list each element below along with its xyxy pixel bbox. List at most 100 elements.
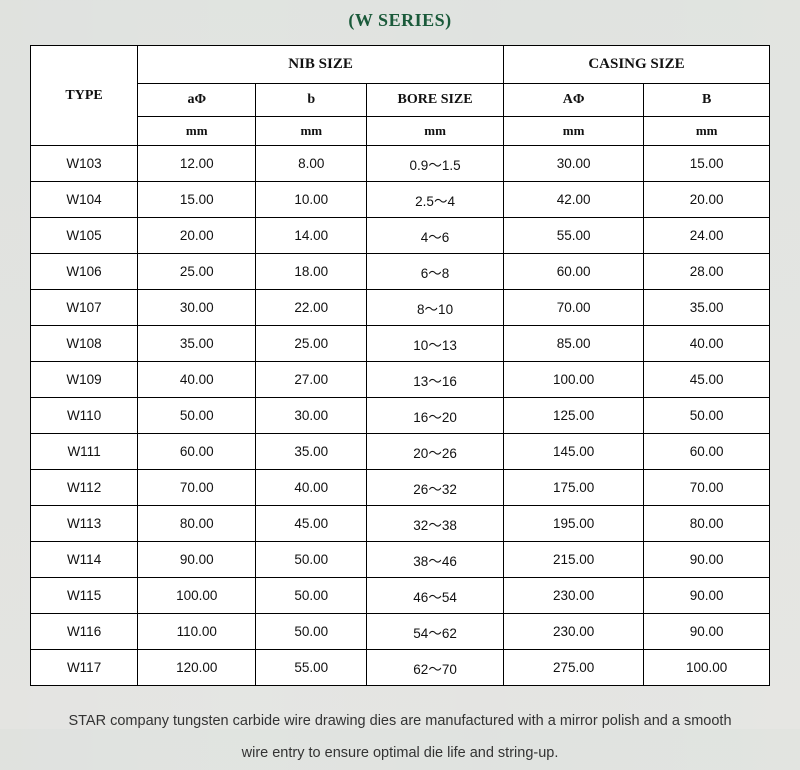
cell-A: 215.00 (503, 542, 643, 578)
cell-type: W108 (31, 326, 138, 362)
header-B: B (644, 84, 770, 117)
table-row: W11160.0035.0020～26145.0060.00 (31, 434, 770, 470)
cell-b: 40.00 (256, 470, 367, 506)
cell-a: 50.00 (138, 398, 256, 434)
cell-type: W107 (31, 290, 138, 326)
cell-a: 12.00 (138, 146, 256, 182)
cell-b: 14.00 (256, 218, 367, 254)
cell-type: W117 (31, 650, 138, 686)
table-body: W10312.008.000.9～1.530.0015.00W10415.001… (31, 146, 770, 686)
table-row: W10730.0022.008～1070.0035.00 (31, 290, 770, 326)
table-row: W10940.0027.0013～16100.0045.00 (31, 362, 770, 398)
cell-b: 45.00 (256, 506, 367, 542)
cell-B: 40.00 (644, 326, 770, 362)
cell-b: 18.00 (256, 254, 367, 290)
cell-A: 275.00 (503, 650, 643, 686)
cell-B: 20.00 (644, 182, 770, 218)
cell-A: 230.00 (503, 578, 643, 614)
cell-a: 110.00 (138, 614, 256, 650)
header-unit-b: mm (256, 117, 367, 146)
cell-A: 175.00 (503, 470, 643, 506)
cell-B: 15.00 (644, 146, 770, 182)
table-row: W11050.0030.0016～20125.0050.00 (31, 398, 770, 434)
cell-a: 70.00 (138, 470, 256, 506)
cell-A: 60.00 (503, 254, 643, 290)
cell-B: 90.00 (644, 542, 770, 578)
cell-bore: 16～20 (367, 398, 504, 434)
cell-B: 24.00 (644, 218, 770, 254)
table-row: W115100.0050.0046～54230.0090.00 (31, 578, 770, 614)
cell-b: 55.00 (256, 650, 367, 686)
cell-b: 25.00 (256, 326, 367, 362)
header-unit-B: mm (644, 117, 770, 146)
cell-b: 10.00 (256, 182, 367, 218)
cell-type: W110 (31, 398, 138, 434)
table-row: W11270.0040.0026～32175.0070.00 (31, 470, 770, 506)
cell-a: 80.00 (138, 506, 256, 542)
cell-type: W106 (31, 254, 138, 290)
table-row: W116110.0050.0054～62230.0090.00 (31, 614, 770, 650)
header-casing-group: CASING SIZE (503, 46, 769, 84)
page-container: (W SERIES) TYPE NIB SIZE CASING SIZE aΦ … (0, 0, 800, 770)
cell-bore: 2.5～4 (367, 182, 504, 218)
table-row: W11490.0050.0038～46215.0090.00 (31, 542, 770, 578)
cell-A: 55.00 (503, 218, 643, 254)
cell-A: 42.00 (503, 182, 643, 218)
cell-b: 30.00 (256, 398, 367, 434)
table-row: W10625.0018.006～860.0028.00 (31, 254, 770, 290)
cell-type: W103 (31, 146, 138, 182)
series-title: (W SERIES) (30, 8, 770, 45)
header-nib-group: NIB SIZE (138, 46, 504, 84)
cell-bore: 62～70 (367, 650, 504, 686)
cell-A: 230.00 (503, 614, 643, 650)
cell-A: 125.00 (503, 398, 643, 434)
cell-A: 100.00 (503, 362, 643, 398)
cell-A: 195.00 (503, 506, 643, 542)
footnote-text: STAR company tungsten carbide wire drawi… (30, 686, 770, 770)
cell-bore: 6～8 (367, 254, 504, 290)
cell-B: 80.00 (644, 506, 770, 542)
cell-bore: 4～6 (367, 218, 504, 254)
cell-type: W109 (31, 362, 138, 398)
table-row: W10415.0010.002.5～442.0020.00 (31, 182, 770, 218)
cell-type: W113 (31, 506, 138, 542)
header-bore: BORE SIZE (367, 84, 504, 117)
cell-bore: 10～13 (367, 326, 504, 362)
cell-b: 22.00 (256, 290, 367, 326)
table-row: W117120.0055.0062～70275.00100.00 (31, 650, 770, 686)
cell-b: 50.00 (256, 542, 367, 578)
cell-A: 70.00 (503, 290, 643, 326)
cell-a: 15.00 (138, 182, 256, 218)
cell-B: 70.00 (644, 470, 770, 506)
header-b: b (256, 84, 367, 117)
cell-A: 85.00 (503, 326, 643, 362)
header-type: TYPE (31, 46, 138, 146)
header-unit-a: mm (138, 117, 256, 146)
table-row: W11380.0045.0032～38195.0080.00 (31, 506, 770, 542)
cell-b: 35.00 (256, 434, 367, 470)
table-row: W10835.0025.0010～1385.0040.00 (31, 326, 770, 362)
cell-b: 50.00 (256, 578, 367, 614)
cell-B: 90.00 (644, 614, 770, 650)
spec-table: TYPE NIB SIZE CASING SIZE aΦ b BORE SIZE… (30, 45, 770, 686)
header-unit-bore: mm (367, 117, 504, 146)
cell-A: 30.00 (503, 146, 643, 182)
cell-bore: 20～26 (367, 434, 504, 470)
cell-a: 100.00 (138, 578, 256, 614)
cell-A: 145.00 (503, 434, 643, 470)
cell-B: 100.00 (644, 650, 770, 686)
cell-B: 45.00 (644, 362, 770, 398)
cell-bore: 46～54 (367, 578, 504, 614)
cell-a: 30.00 (138, 290, 256, 326)
cell-b: 8.00 (256, 146, 367, 182)
cell-type: W112 (31, 470, 138, 506)
header-A-phi: AΦ (503, 84, 643, 117)
cell-type: W111 (31, 434, 138, 470)
cell-bore: 0.9～1.5 (367, 146, 504, 182)
cell-B: 50.00 (644, 398, 770, 434)
cell-type: W104 (31, 182, 138, 218)
cell-a: 25.00 (138, 254, 256, 290)
cell-a: 35.00 (138, 326, 256, 362)
cell-type: W105 (31, 218, 138, 254)
cell-bore: 38～46 (367, 542, 504, 578)
